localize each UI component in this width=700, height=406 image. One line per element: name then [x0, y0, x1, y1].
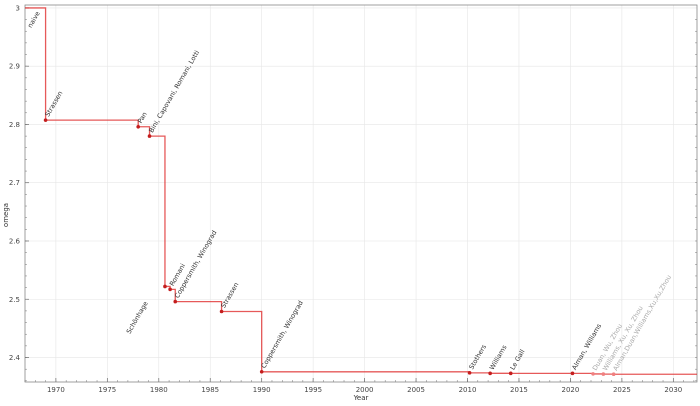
x-tick-label: 2005 — [407, 386, 425, 394]
data-point — [173, 299, 178, 304]
x-tick-label: 2015 — [510, 386, 528, 394]
data-point — [508, 371, 513, 376]
point-label: Schönhage — [125, 300, 150, 335]
data-point — [219, 309, 224, 314]
data-point — [611, 372, 616, 377]
y-tick-label: 2.6 — [9, 237, 21, 245]
y-tick-label: 2.5 — [9, 296, 20, 304]
point-label: Bini, Capovani, Romani, Lotti — [147, 49, 201, 134]
point-label: Stothers — [467, 343, 488, 371]
y-axis-label: omega — [2, 203, 10, 227]
y-tick-label: 2.7 — [9, 179, 20, 187]
x-tick-label: 1990 — [253, 386, 271, 394]
axes: 1970 1975 1980 1985 1990 1995 2000 2005 2010 2015… — [9, 4, 698, 394]
omega-series — [25, 7, 697, 377]
data-point — [163, 284, 167, 289]
point-label: naive — [26, 10, 42, 29]
data-point — [591, 372, 595, 376]
data-point — [601, 372, 606, 376]
x-tick-label: 1975 — [98, 386, 116, 394]
data-point — [147, 134, 152, 138]
x-tick-label: 2030 — [664, 386, 682, 394]
step-line — [25, 7, 697, 375]
point-label: Pan — [136, 111, 149, 125]
plot-frame — [24, 4, 698, 383]
y-tick-label: 3 — [16, 4, 20, 12]
data-point — [259, 370, 264, 374]
y-tick-label: 2.8 — [9, 121, 20, 129]
x-tick-label: 1980 — [150, 386, 168, 394]
x-tick-label: 2025 — [613, 386, 631, 394]
data-point — [467, 371, 472, 375]
x-axis-label: Year — [353, 394, 369, 402]
point-label: Le Gall — [509, 348, 527, 371]
x-tick-label: 1970 — [47, 386, 65, 394]
data-point — [168, 287, 172, 292]
point-label: Coppersmith, Winograd — [259, 299, 304, 370]
y-tick-label: 2.4 — [9, 354, 21, 362]
x-tick-label: 1995 — [304, 386, 322, 394]
data-point — [136, 124, 141, 129]
point-label: Strassen — [43, 90, 64, 118]
data-point — [43, 118, 48, 122]
x-tick-label: 2020 — [562, 386, 580, 394]
data-point — [488, 371, 492, 376]
grid — [25, 5, 697, 382]
x-tick-label: 2000 — [356, 386, 374, 394]
y-tick-label: 2.9 — [9, 63, 20, 71]
point-label: Strassen — [219, 281, 240, 309]
data-point — [570, 371, 575, 376]
x-tick-label: 1985 — [201, 386, 219, 394]
x-tick-label: 2010 — [459, 386, 477, 394]
